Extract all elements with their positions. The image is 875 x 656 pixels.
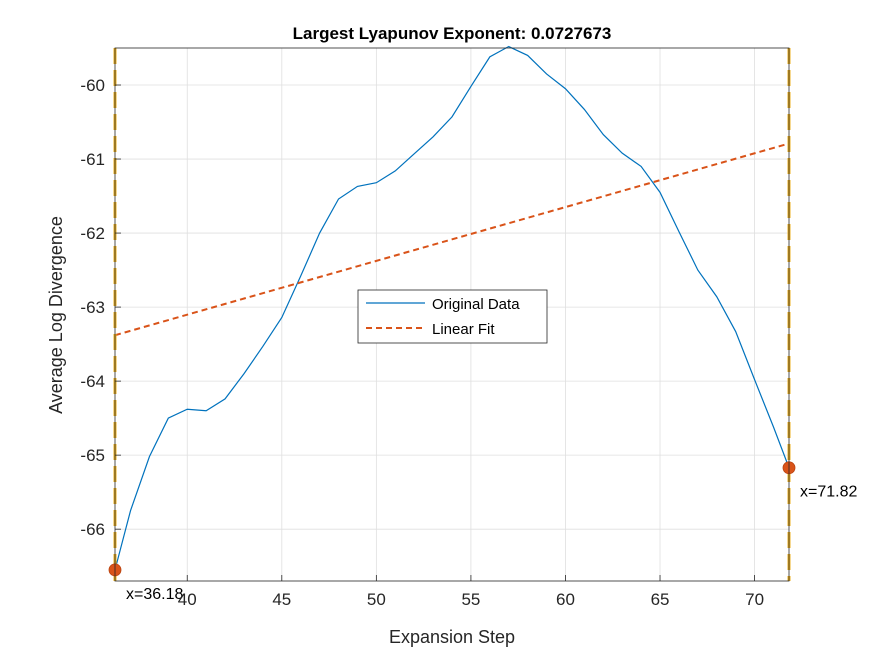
series-line-linear-fit: [114, 142, 790, 337]
y-tick-label: -61: [80, 150, 105, 169]
y-tick-label: -63: [80, 298, 105, 317]
legend-label-original-data: Original Data: [432, 296, 520, 313]
x-tick-label: 45: [272, 590, 291, 609]
y-axis-label: Average Log Divergence: [46, 216, 66, 414]
y-tick-label: -66: [80, 520, 105, 539]
series-line-original-data: [114, 45, 790, 571]
legend[interactable]: Original Data Linear Fit: [357, 289, 548, 344]
x-tick-label: 60: [556, 590, 575, 609]
cursor-label: x=71.82: [800, 484, 857, 501]
legend-box: [357, 289, 548, 344]
x-tick-label: 40: [178, 590, 197, 609]
x-tick-label: 70: [745, 590, 764, 609]
x-axis: 40 45 50 55 60 65 70: [178, 575, 764, 609]
x-tick-label: 65: [651, 590, 670, 609]
y-tick-label: -62: [80, 224, 105, 243]
x-axis-label: Expansion Step: [389, 627, 515, 647]
y-tick-label: -60: [80, 76, 105, 95]
chart-title: Largest Lyapunov Exponent: 0.0727673: [293, 24, 612, 43]
cursor-label: x=36.18: [126, 586, 183, 603]
y-tick-label: -64: [80, 372, 105, 391]
x-tick-label: 50: [367, 590, 386, 609]
y-axis: -66 -65 -64 -63 -62 -61 -60: [80, 76, 121, 539]
y-tick-label: -65: [80, 446, 105, 465]
x-tick-label: 55: [461, 590, 480, 609]
series-layer: [114, 45, 790, 571]
legend-label-linear-fit: Linear Fit: [432, 321, 495, 338]
axes-box: [114, 47, 790, 582]
